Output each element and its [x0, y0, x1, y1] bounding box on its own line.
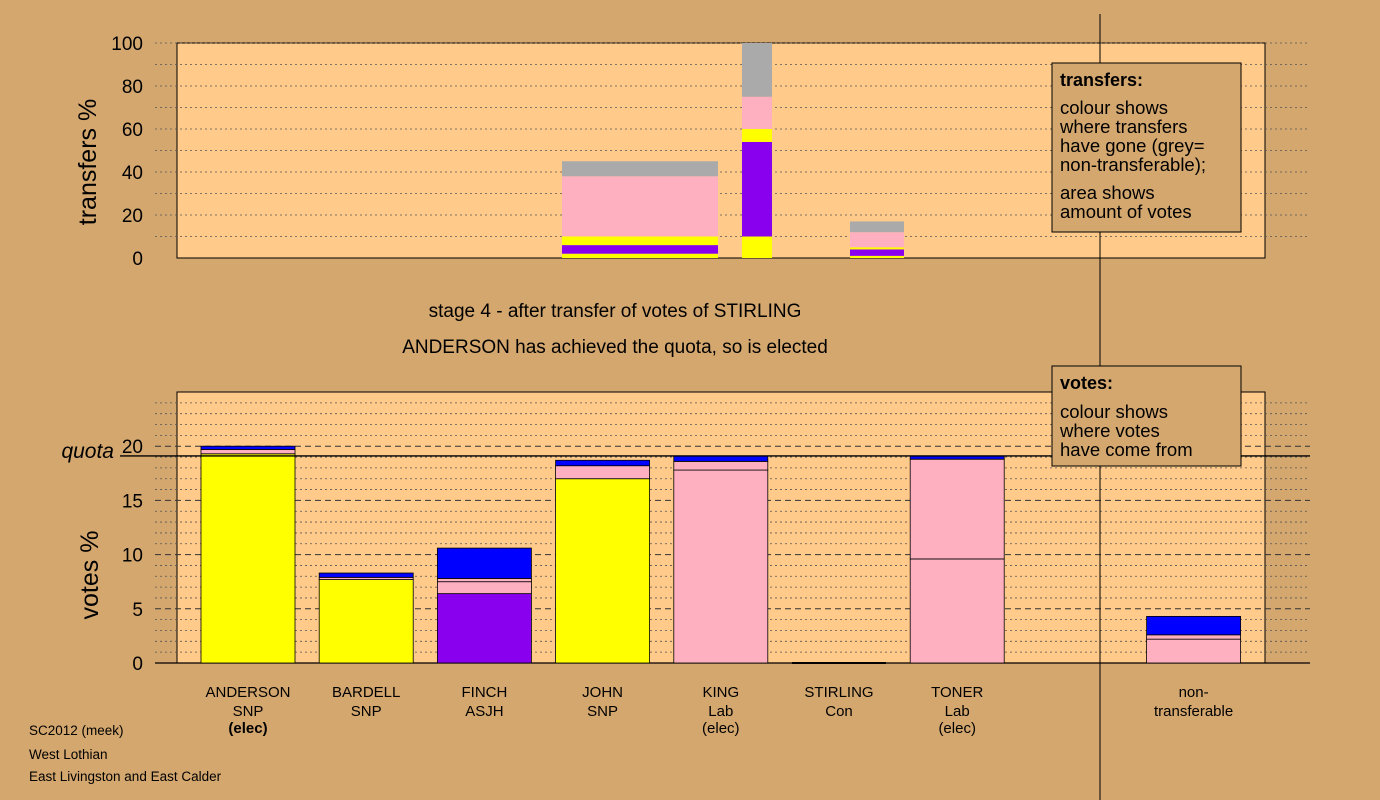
candidate-party: transferable [1154, 703, 1233, 720]
votes-legend-line: have come from [1060, 439, 1193, 460]
transfers-bar-segment [562, 245, 718, 254]
transfers-bar-segment [850, 249, 904, 256]
votes-bar-segment [200, 453, 296, 664]
footer-ward: East Livingston and East Calder [29, 769, 222, 784]
transfers-y-tick-label: 40 [122, 163, 143, 184]
transfers-legend-box [1051, 62, 1242, 233]
votes-bar-segment [909, 458, 1005, 560]
candidate-name: STIRLING [804, 684, 873, 701]
votes-bar-segment [1146, 638, 1241, 664]
votes-legend-line: colour shows [1060, 401, 1168, 422]
candidate-name: non- [1179, 684, 1209, 701]
votes-y-tick-label: 0 [132, 654, 143, 675]
candidate-party: Lab [945, 703, 970, 720]
transfers-y-tick-label: 100 [111, 34, 143, 55]
votes-y-tick-label: 5 [132, 600, 143, 621]
votes-bar-segment [436, 578, 532, 583]
votes-bar-segment [673, 460, 769, 471]
transfers-bar-segment [850, 247, 904, 250]
transfers-legend-title: transfers: [1060, 70, 1143, 90]
votes-legend-title: votes: [1060, 373, 1113, 393]
votes-bar-segment [318, 572, 414, 578]
quota-label: quota [61, 440, 114, 463]
transfers-bar-segment [742, 141, 772, 237]
transfers-bar-segment [742, 236, 772, 258]
votes-bar-segment [200, 445, 296, 450]
votes-y-axis-title: votes % [76, 531, 104, 620]
transfers-bar-segment [850, 232, 904, 248]
votes-y-tick-label: 15 [122, 491, 143, 512]
transfers-legend-line: have gone (grey= [1060, 135, 1205, 156]
votes-y-tick-label: 10 [122, 546, 143, 567]
votes-bar-segment [555, 459, 650, 467]
votes-y-tick-label: 20 [122, 437, 143, 458]
transfers-legend-line: colour shows [1060, 97, 1168, 118]
votes-bar-segment [436, 593, 532, 664]
transfers-y-tick-label: 20 [122, 206, 143, 227]
transfers-bar-segment [562, 161, 718, 177]
candidate-status: (elec) [228, 720, 267, 737]
votes-y-ticks: 0 5 10 15 20 [122, 437, 143, 675]
candidate-party: SNP [587, 703, 618, 720]
stage-caption: stage 4 - after transfer of votes of STI… [429, 301, 802, 322]
votes-bar-segment [436, 547, 532, 579]
candidate-party: Con [825, 703, 853, 720]
candidate-name: FINCH [461, 684, 507, 701]
candidate-labels: ANDERSONSNP(elec)BARDELLSNPFINCHASJHJOHN… [205, 684, 1233, 737]
candidate-party: ASJH [465, 703, 503, 720]
transfers-bar-segment [850, 255, 904, 258]
transfers-y-ticks: 0 20 40 60 80 100 [111, 34, 143, 270]
candidate-status: (elec) [938, 720, 976, 737]
votes-legend-line: where votes [1059, 420, 1160, 441]
transfers-bar-segment [562, 176, 718, 237]
votes-bar-segment [436, 581, 532, 595]
transfers-bar-segment [562, 236, 718, 246]
votes-bars [200, 445, 1241, 664]
votes-bar-segment [1146, 615, 1241, 636]
candidate-name: KING [702, 684, 739, 701]
candidate-name: ANDERSON [205, 684, 290, 701]
votes-bar-segment [1146, 634, 1241, 640]
transfers-legend-line: area shows [1060, 182, 1155, 203]
candidate-name: JOHN [582, 684, 623, 701]
transfers-bar-segment [742, 129, 772, 142]
transfers-bar-segment [742, 96, 772, 129]
votes-bar-segment [555, 465, 650, 480]
transfers-bar-segment [850, 221, 904, 233]
transfers-y-tick-label: 80 [122, 77, 143, 98]
votes-legend: votes: colour shows where votes have com… [1051, 365, 1242, 467]
transfers-y-axis-title: transfers % [74, 99, 102, 225]
votes-bar-segment [200, 449, 296, 455]
candidate-party: SNP [351, 703, 382, 720]
votes-bar-segment [673, 455, 769, 462]
transfers-y-tick-label: 60 [122, 120, 143, 141]
transfers-legend-line: amount of votes [1060, 201, 1192, 222]
transfers-bar-segment [742, 43, 772, 97]
votes-bar-segment [555, 478, 650, 664]
election-caption: ANDERSON has achieved the quota, so is e… [402, 337, 828, 358]
footer-election: SC2012 (meek) [29, 723, 124, 738]
votes-bar-segment [673, 469, 769, 664]
votes-bar-segment [318, 579, 414, 664]
candidate-name: TONER [931, 684, 983, 701]
candidate-name: BARDELL [332, 684, 400, 701]
transfers-legend: transfers: colour shows where transfers … [1051, 62, 1242, 233]
transfers-y-tick-label: 0 [132, 249, 143, 270]
transfers-bar-segment [562, 253, 718, 258]
transfers-legend-line: where transfers [1059, 116, 1188, 137]
candidate-status: (elec) [702, 720, 740, 737]
footer-council: West Lothian [29, 747, 108, 762]
transfers-legend-line: non-transferable); [1060, 154, 1206, 175]
candidate-party: Lab [708, 703, 733, 720]
candidate-party: SNP [233, 703, 264, 720]
votes-bar-segment [909, 558, 1005, 664]
votes-legend-box [1051, 365, 1242, 467]
transfers-bars [562, 43, 904, 258]
